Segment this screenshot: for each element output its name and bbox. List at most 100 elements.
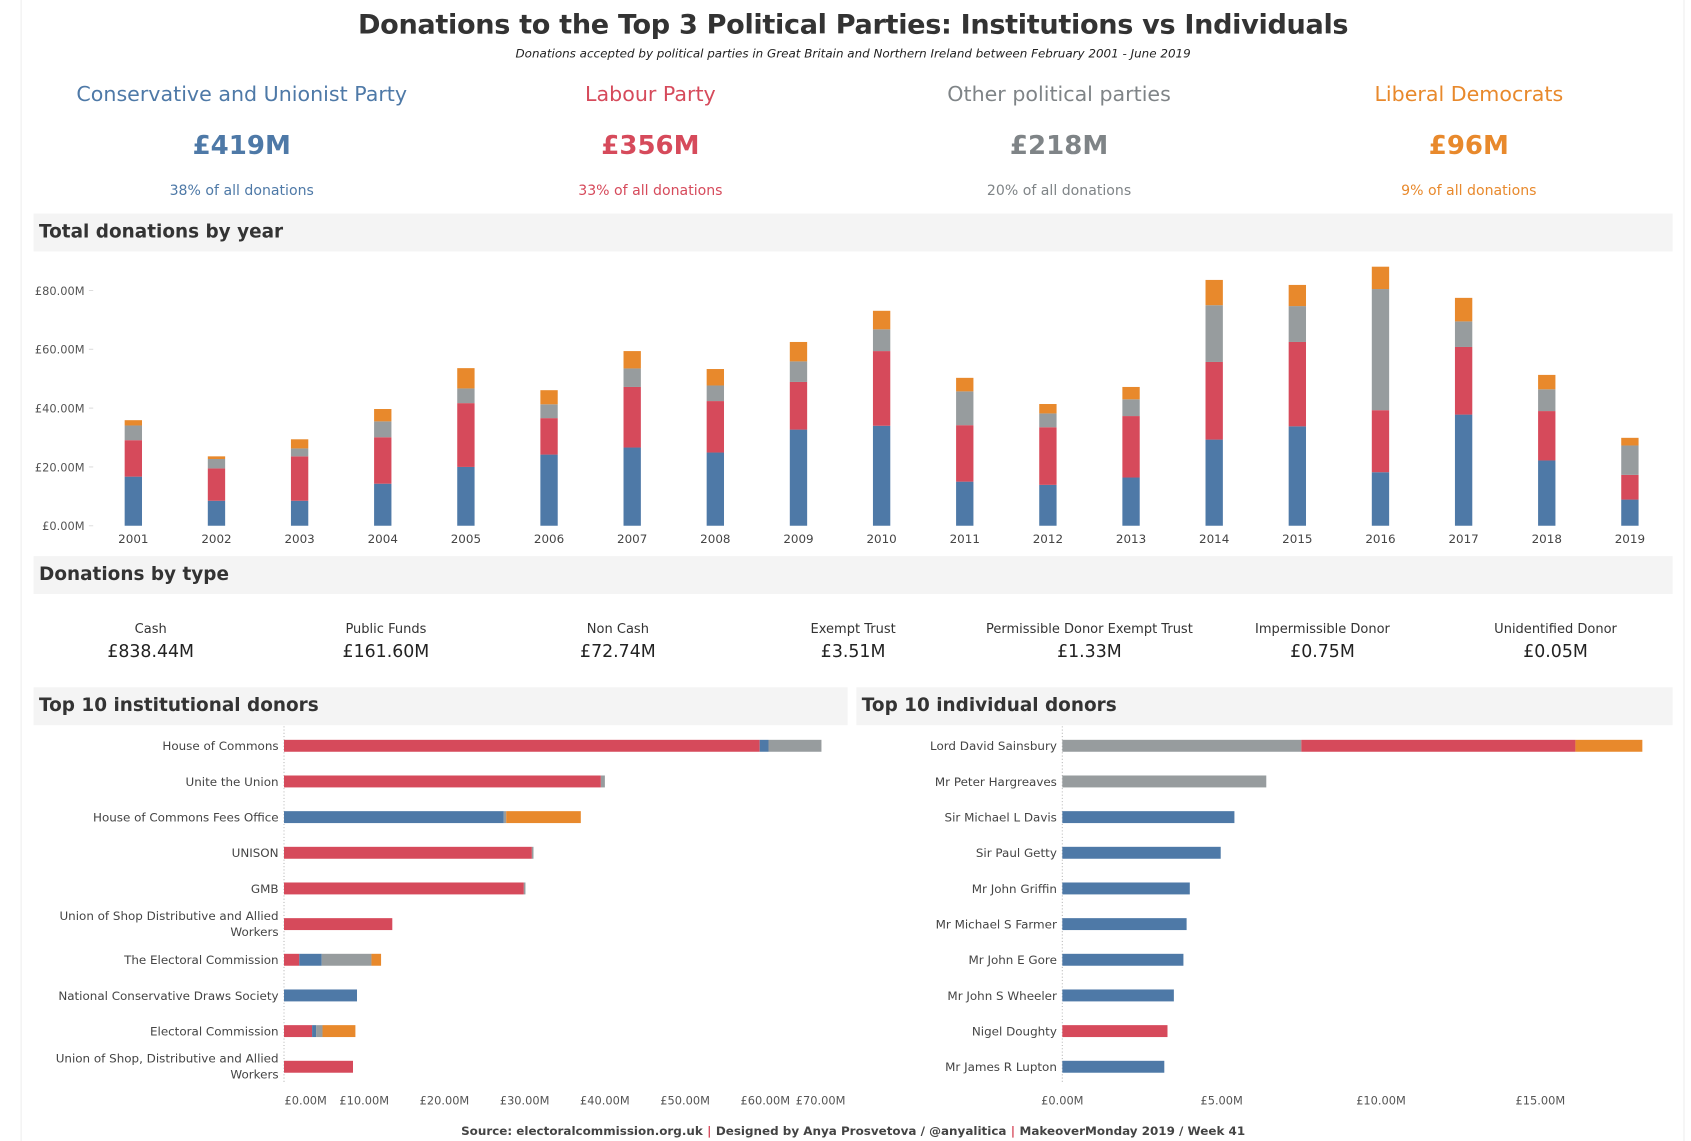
bar-segment-libdem[interactable] xyxy=(506,811,581,824)
bar-2006-labour[interactable] xyxy=(540,418,558,455)
bar-segment-labour[interactable] xyxy=(284,775,601,788)
bar-segment-conservative[interactable] xyxy=(1062,918,1187,931)
bar-segment-conservative[interactable] xyxy=(1062,989,1174,1002)
bar-segment-conservative[interactable] xyxy=(284,811,504,824)
bar-2009-labour[interactable] xyxy=(789,381,808,430)
bar-2001-labour[interactable] xyxy=(124,440,143,477)
bar-segment-labour[interactable] xyxy=(284,846,532,859)
bar-segment-labour[interactable] xyxy=(1301,739,1576,752)
bar-2009-libdem[interactable] xyxy=(789,341,808,362)
bar-2016-libdem[interactable] xyxy=(1371,266,1390,290)
bar-2011-libdem[interactable] xyxy=(956,377,974,392)
bar-2017-other[interactable] xyxy=(1454,321,1473,347)
bar-segment-conservative[interactable] xyxy=(299,953,322,966)
bar-2007-other[interactable] xyxy=(623,368,641,387)
bar-segment-libdem[interactable] xyxy=(322,1025,356,1038)
bar-segment-conservative[interactable] xyxy=(1062,846,1221,859)
bar-segment-labour[interactable] xyxy=(284,1060,353,1073)
bar-2018-other[interactable] xyxy=(1538,389,1556,412)
bar-segment-libdem[interactable] xyxy=(371,953,382,966)
bar-2007-libdem[interactable] xyxy=(623,351,641,369)
bar-2005-other[interactable] xyxy=(457,388,475,404)
bar-segment-conservative[interactable] xyxy=(1062,811,1235,824)
bar-segment-conservative[interactable] xyxy=(759,739,769,752)
bar-2015-other[interactable] xyxy=(1288,306,1307,342)
bar-2010-labour[interactable] xyxy=(872,351,891,426)
bar-2006-other[interactable] xyxy=(540,404,558,419)
bar-2017-labour[interactable] xyxy=(1454,346,1473,415)
bar-segment-other[interactable] xyxy=(503,811,507,824)
bar-2013-libdem[interactable] xyxy=(1122,386,1140,400)
bar-segment-conservative[interactable] xyxy=(1062,953,1184,966)
bar-2002-libdem[interactable] xyxy=(207,456,226,459)
bar-2014-labour[interactable] xyxy=(1205,361,1223,440)
bar-2015-labour[interactable] xyxy=(1288,341,1307,427)
bar-2012-labour[interactable] xyxy=(1039,427,1057,485)
bar-2015-libdem[interactable] xyxy=(1288,284,1307,307)
bar-segment-conservative[interactable] xyxy=(312,1025,317,1038)
bar-2001-conservative[interactable] xyxy=(124,476,143,526)
bar-2016-labour[interactable] xyxy=(1371,410,1390,473)
bar-segment-labour[interactable] xyxy=(284,882,524,895)
bar-2017-conservative[interactable] xyxy=(1454,414,1473,526)
bar-2011-labour[interactable] xyxy=(956,425,974,482)
bar-2006-libdem[interactable] xyxy=(540,390,558,405)
bar-2008-labour[interactable] xyxy=(706,401,725,453)
bar-2013-labour[interactable] xyxy=(1122,416,1140,478)
bar-2016-other[interactable] xyxy=(1371,289,1390,411)
bar-2019-libdem[interactable] xyxy=(1621,437,1639,446)
bar-2011-conservative[interactable] xyxy=(956,481,974,526)
bar-2014-libdem[interactable] xyxy=(1205,279,1223,306)
bar-segment-libdem[interactable] xyxy=(1575,739,1643,752)
bar-segment-other[interactable] xyxy=(316,1025,323,1038)
bar-segment-conservative[interactable] xyxy=(284,989,358,1002)
bar-2002-labour[interactable] xyxy=(207,468,226,501)
bar-2004-libdem[interactable] xyxy=(374,409,392,422)
bar-2003-labour[interactable] xyxy=(290,456,309,501)
bar-2018-libdem[interactable] xyxy=(1538,374,1556,390)
bar-segment-labour[interactable] xyxy=(284,1025,313,1038)
bar-2004-other[interactable] xyxy=(374,421,392,438)
bar-segment-conservative[interactable] xyxy=(1062,882,1190,895)
bar-2012-libdem[interactable] xyxy=(1039,404,1057,414)
bar-2018-labour[interactable] xyxy=(1538,411,1556,461)
bar-2011-other[interactable] xyxy=(956,391,974,426)
bar-segment-other[interactable] xyxy=(531,846,534,859)
bar-2019-other[interactable] xyxy=(1621,445,1639,475)
bar-2004-conservative[interactable] xyxy=(374,483,392,526)
bar-2002-other[interactable] xyxy=(207,458,226,469)
bar-2005-conservative[interactable] xyxy=(457,466,475,526)
bar-2015-conservative[interactable] xyxy=(1288,426,1307,526)
bar-2007-conservative[interactable] xyxy=(623,447,641,526)
bar-2005-labour[interactable] xyxy=(457,403,475,467)
bar-segment-other[interactable] xyxy=(600,775,605,788)
bar-2018-conservative[interactable] xyxy=(1538,460,1556,526)
bar-2019-conservative[interactable] xyxy=(1621,499,1639,526)
bar-2013-conservative[interactable] xyxy=(1122,477,1140,526)
bar-segment-other[interactable] xyxy=(321,953,372,966)
bar-2012-other[interactable] xyxy=(1039,413,1057,428)
bar-segment-labour[interactable] xyxy=(284,918,393,931)
bar-2005-libdem[interactable] xyxy=(457,368,475,389)
bar-segment-other[interactable] xyxy=(1062,775,1267,788)
bar-2010-other[interactable] xyxy=(872,329,891,352)
bar-segment-conservative[interactable] xyxy=(1062,1060,1165,1073)
bar-2001-libdem[interactable] xyxy=(124,420,143,426)
bar-2012-conservative[interactable] xyxy=(1039,484,1057,526)
bar-2017-libdem[interactable] xyxy=(1454,297,1473,322)
bar-2010-conservative[interactable] xyxy=(872,425,891,526)
bar-segment-labour[interactable] xyxy=(284,953,300,966)
bar-2016-conservative[interactable] xyxy=(1371,472,1390,526)
bar-2009-conservative[interactable] xyxy=(789,429,808,526)
bar-2014-conservative[interactable] xyxy=(1205,439,1223,526)
bar-2007-labour[interactable] xyxy=(623,386,641,448)
bar-2002-conservative[interactable] xyxy=(207,500,226,526)
bar-segment-other[interactable] xyxy=(1062,739,1302,752)
bar-2019-labour[interactable] xyxy=(1621,474,1639,500)
bar-2008-other[interactable] xyxy=(706,385,725,402)
bar-segment-labour[interactable] xyxy=(284,739,760,752)
bar-2010-libdem[interactable] xyxy=(872,310,891,330)
bar-2003-other[interactable] xyxy=(290,448,309,457)
bar-2001-other[interactable] xyxy=(124,425,143,441)
bar-2008-conservative[interactable] xyxy=(706,452,725,526)
